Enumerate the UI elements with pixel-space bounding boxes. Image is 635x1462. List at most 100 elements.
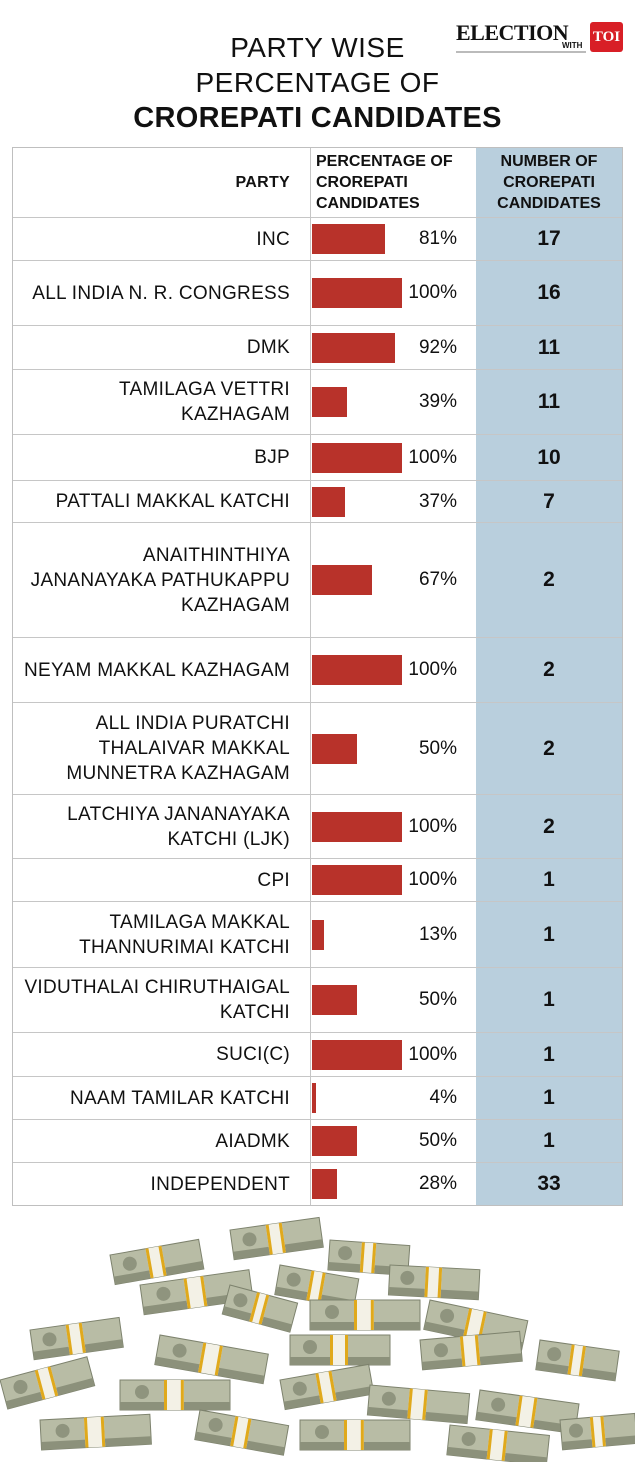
table-row: DMK 92% 11: [13, 325, 622, 369]
party-name: PATTALI MAKKAL KATCHI: [55, 491, 290, 512]
candidate-count: 11: [476, 370, 622, 434]
cash-bundle: [366, 1384, 471, 1425]
percentage-bar: [312, 811, 402, 842]
percentage-cell: 100%: [310, 261, 476, 325]
percentage-label: 81%: [418, 228, 457, 249]
percentage-label: 39%: [418, 391, 457, 412]
percentage-bar: [312, 486, 346, 517]
cash-bundle: [309, 1299, 421, 1331]
candidate-count: 1: [476, 902, 622, 967]
table-row: ALL INDIA PURATCHI THALAIVAR MAKKAL MUNN…: [13, 702, 622, 794]
cash-bundle: [559, 1412, 635, 1451]
candidate-count: 17: [476, 218, 622, 260]
cash-bundle: [221, 1284, 299, 1333]
percentage-label: 100%: [408, 815, 457, 837]
percentage-bar: [312, 919, 324, 950]
cash-bundle: [446, 1424, 551, 1462]
table-row: NEYAM MAKKAL KAZHAGAM 100% 2: [13, 637, 622, 702]
candidate-count: 1: [476, 1120, 622, 1162]
cash-bundle: [0, 1356, 96, 1410]
percentage-label: 13%: [418, 923, 457, 945]
party-name: SUCI(C): [216, 1044, 290, 1065]
candidate-count: 11: [476, 326, 622, 369]
party-name: ALL INDIA PURATCHI THALAIVAR MAKKAL MUNN…: [66, 713, 290, 784]
table-row: PATTALI MAKKAL KATCHI 37% 7: [13, 480, 622, 522]
candidate-count: 2: [476, 703, 622, 794]
percentage-label: 67%: [418, 569, 457, 590]
percentage-cell: 37%: [310, 481, 476, 522]
logo-election-text: ELECTION: [456, 20, 569, 45]
candidate-count: 2: [476, 523, 622, 637]
table-row: VIDUTHALAI CHIRUTHAIGAL KATCHI 50% 1: [13, 967, 622, 1032]
cash-bundle: [475, 1389, 580, 1435]
logo-with-text: WITH: [562, 41, 583, 50]
table-row: BJP 100% 10: [13, 434, 622, 480]
header-percentage: PERCENTAGE OF CROREPATI CANDIDATES: [310, 148, 476, 217]
table-row: INC 81% 17: [13, 217, 622, 260]
party-name: LATCHIYA JANANAYAKA KATCHI (LJK): [67, 803, 290, 850]
party-name: BJP: [254, 447, 290, 468]
table-row: TAMILAGA MAKKAL THANNURIMAI KATCHI 13% 1: [13, 901, 622, 967]
table-row: ALL INDIA N. R. CONGRESS 100% 16: [13, 260, 622, 325]
percentage-cell: 13%: [310, 902, 476, 967]
cash-bundle: [194, 1409, 290, 1456]
percentage-label: 28%: [418, 1173, 457, 1194]
percentage-label: 100%: [408, 446, 457, 468]
cash-bundle: [119, 1379, 231, 1411]
party-name: VIDUTHALAI CHIRUTHAIGAL KATCHI: [24, 977, 290, 1023]
title-line-1: PARTY WISE: [230, 32, 405, 63]
percentage-label: 100%: [408, 869, 457, 890]
header-number: NUMBER OF CROREPATI CANDIDATES: [476, 148, 622, 217]
percentage-bar: [312, 1126, 357, 1156]
percentage-bar: [312, 1039, 402, 1070]
crorepati-table: PARTY PERCENTAGE OF CROREPATI CANDIDATES…: [12, 147, 623, 1206]
cash-bundle: [229, 1216, 324, 1261]
party-name: ALL INDIA N. R. CONGRESS: [32, 282, 290, 304]
percentage-cell: 39%: [310, 370, 476, 434]
percentage-cell: 100%: [310, 435, 476, 480]
cash-bundle: [299, 1419, 411, 1451]
candidate-count: 16: [476, 261, 622, 325]
percentage-cell: 4%: [310, 1077, 476, 1119]
cash-bundle: [289, 1334, 391, 1366]
party-name: CPI: [257, 869, 290, 891]
cash-bundle: [535, 1339, 620, 1382]
chart-title: PARTY WISE PERCENTAGE OF CROREPATI CANDI…: [0, 30, 635, 136]
table-row: SUCI(C) 100% 1: [13, 1032, 622, 1076]
party-name: TAMILAGA VETTRI KAZHAGAM: [119, 379, 290, 425]
table-row: LATCHIYA JANANAYAKA KATCHI (LJK) 100% 2: [13, 794, 622, 858]
percentage-cell: 50%: [310, 1120, 476, 1162]
party-name: INC: [256, 228, 290, 250]
percentage-label: 50%: [418, 1130, 457, 1151]
percentage-label: 100%: [408, 1043, 457, 1065]
cash-bundle: [29, 1316, 124, 1361]
percentage-cell: 28%: [310, 1163, 476, 1205]
percentage-bar: [312, 442, 402, 473]
percentage-bar: [312, 1083, 316, 1113]
percentage-cell: 100%: [310, 1033, 476, 1076]
party-name: DMK: [246, 337, 290, 358]
cash-bundle: [279, 1363, 375, 1411]
logo-underline: [456, 51, 586, 53]
candidate-count: 1: [476, 968, 622, 1032]
party-name: NEYAM MAKKAL KAZHAGAM: [23, 659, 290, 681]
percentage-bar: [312, 565, 373, 595]
percentage-cell: 100%: [310, 859, 476, 901]
party-name: AIADMK: [215, 1130, 290, 1152]
table-row: CPI 100% 1: [13, 858, 622, 901]
logo-toi-badge: TOI: [590, 22, 623, 52]
party-name: NAAM TAMILAR KATCHI: [69, 1087, 290, 1109]
percentage-cell: 100%: [310, 795, 476, 858]
candidate-count: 10: [476, 435, 622, 480]
cash-bundle: [139, 1269, 254, 1316]
table-row: NAAM TAMILAR KATCHI 4% 1: [13, 1076, 622, 1119]
percentage-label: 92%: [418, 336, 457, 358]
cash-bundle: [387, 1264, 481, 1301]
percentage-bar: [312, 278, 402, 308]
candidate-count: 2: [476, 795, 622, 858]
percentage-cell: 81%: [310, 218, 476, 260]
percentage-label: 50%: [418, 737, 457, 759]
candidate-count: 1: [476, 1077, 622, 1119]
candidate-count: 1: [476, 859, 622, 901]
party-name: ANAITHINTHIYA JANANAYAKA PATHUKAPPU KAZH…: [30, 544, 290, 616]
